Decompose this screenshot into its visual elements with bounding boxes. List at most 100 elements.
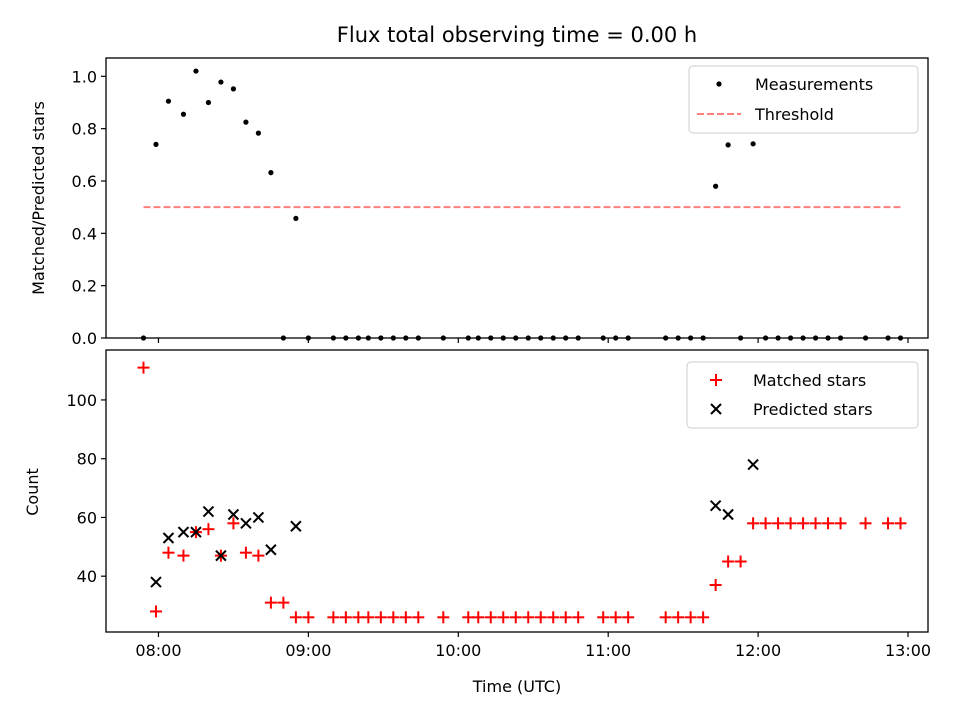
matched-stars-point xyxy=(239,546,252,559)
top-plot-frame xyxy=(105,57,929,339)
bottom-plot-marks xyxy=(137,361,907,624)
measurements-point xyxy=(165,98,172,104)
matched-stars-point xyxy=(202,523,215,536)
matched-stars-point xyxy=(162,546,175,559)
predicted-stars-point xyxy=(202,505,215,518)
predicted-stars-point xyxy=(227,508,240,521)
predicted-stars-point xyxy=(240,517,252,530)
matched-stars-point xyxy=(534,611,547,624)
matched-stars-point xyxy=(399,611,412,624)
predicted-stars-point xyxy=(190,526,202,538)
predicted-stars-point xyxy=(252,511,265,524)
measurements-point xyxy=(180,111,187,117)
matched-stars-point xyxy=(522,611,535,624)
matched-stars-point xyxy=(882,517,895,530)
top-legend: Measurements Threshold xyxy=(688,65,919,134)
top-axes: 0.0 0.2 0.4 0.6 0.8 1.0 xyxy=(72,67,909,348)
matched-stars-point xyxy=(859,517,872,530)
matched-stars-point xyxy=(797,517,810,530)
top-y-tick-label: 0.8 xyxy=(72,120,97,139)
predicted-stars-point xyxy=(265,544,277,556)
predicted-stars-point xyxy=(162,532,175,544)
matched-stars-point xyxy=(659,611,672,624)
matched-stars-point xyxy=(302,611,315,624)
matched-stars-point xyxy=(149,605,162,618)
matched-stars-point xyxy=(672,611,685,624)
bottom-legend: Matched stars Predicted stars xyxy=(686,361,919,429)
matched-stars-point xyxy=(894,517,907,530)
matched-stars-point xyxy=(784,517,797,530)
matched-stars-point xyxy=(697,611,710,624)
measurements-point xyxy=(153,141,159,147)
measurements-point xyxy=(255,130,262,136)
matched-stars-point xyxy=(339,611,352,624)
measurements-point xyxy=(725,142,731,148)
matched-stars-point xyxy=(747,517,760,530)
matched-stars-point xyxy=(374,611,387,624)
bottom-axes: 08:00 09:00 10:00 11:00 12:00 13:00 40 60 80 100 xyxy=(66,391,931,660)
matched-stars-point xyxy=(772,517,785,530)
measurements-point xyxy=(205,99,212,106)
measurements-point xyxy=(268,170,274,176)
measurements-point xyxy=(750,141,756,147)
predicted-stars-point xyxy=(747,458,759,471)
matched-stars-point xyxy=(547,611,560,624)
matched-stars-point xyxy=(227,517,240,530)
bottom-x-tick-label: 11:00 xyxy=(585,641,631,660)
bottom-x-axis-label: Time (UTC) xyxy=(472,677,561,696)
legend-threshold-label: Threshold xyxy=(754,105,834,124)
matched-stars-point xyxy=(834,517,847,530)
matched-stars-point xyxy=(497,611,510,624)
legend-matched-marker xyxy=(710,374,722,386)
bottom-legend-box xyxy=(686,361,919,429)
matched-stars-point xyxy=(572,611,585,624)
matched-stars-point xyxy=(822,517,835,530)
legend-predicted-label: Predicted stars xyxy=(753,400,873,419)
matched-stars-point xyxy=(684,611,697,624)
predicted-stars-point xyxy=(150,576,162,588)
measurements-point xyxy=(193,68,199,74)
top-y-tick-label: 0.2 xyxy=(72,277,97,296)
predicted-stars-point xyxy=(709,499,722,512)
matched-stars-point xyxy=(289,611,302,624)
legend-measurements-label: Measurements xyxy=(755,75,873,94)
matched-stars-point xyxy=(559,611,572,624)
bottom-y-tick-label: 60 xyxy=(77,508,97,527)
measurements-point xyxy=(218,79,224,85)
measurements-point xyxy=(243,119,249,125)
predicted-stars-point xyxy=(215,549,227,562)
bottom-x-tick-label: 09:00 xyxy=(285,641,331,660)
matched-stars-point xyxy=(597,611,610,624)
top-y-tick-label: 1.0 xyxy=(72,67,97,86)
legend-measurements-marker xyxy=(716,81,722,87)
top-chart-title: Flux total observing time = 0.00 h xyxy=(337,23,697,47)
matched-stars-point xyxy=(609,611,622,624)
top-y-tick-label: 0.6 xyxy=(72,172,97,191)
matched-stars-point xyxy=(264,596,277,609)
predicted-stars-point xyxy=(177,526,190,538)
matched-stars-point xyxy=(722,555,735,568)
matched-stars-point xyxy=(277,596,290,609)
predicted-stars-point xyxy=(722,508,734,521)
measurements-point xyxy=(230,86,237,92)
bottom-panel: 08:00 09:00 10:00 11:00 12:00 13:00406080100 … xyxy=(23,349,931,696)
bottom-x-tick-label: 10:00 xyxy=(435,641,481,660)
matched-stars-point xyxy=(177,549,190,562)
top-y-tick-label: 0.0 xyxy=(72,329,97,348)
bottom-x-tick-label: 08:00 xyxy=(135,641,181,660)
bottom-y-tick-label: 100 xyxy=(66,391,97,410)
bottom-plot-frame xyxy=(105,349,929,633)
matched-stars-point xyxy=(509,611,522,624)
top-plot-marks xyxy=(140,68,904,341)
legend-matched-label: Matched stars xyxy=(753,371,866,390)
predicted-stars-point xyxy=(290,520,302,532)
legend-predicted-marker xyxy=(710,403,722,415)
matched-stars-point xyxy=(809,517,822,530)
matched-stars-point xyxy=(437,611,450,624)
bottom-y-tick-label: 80 xyxy=(77,450,97,469)
matched-stars-point xyxy=(387,611,400,624)
matched-stars-point xyxy=(622,611,635,624)
top-y-axis-label: Matched/Predicted stars xyxy=(29,101,48,295)
measurements-point xyxy=(713,183,719,189)
